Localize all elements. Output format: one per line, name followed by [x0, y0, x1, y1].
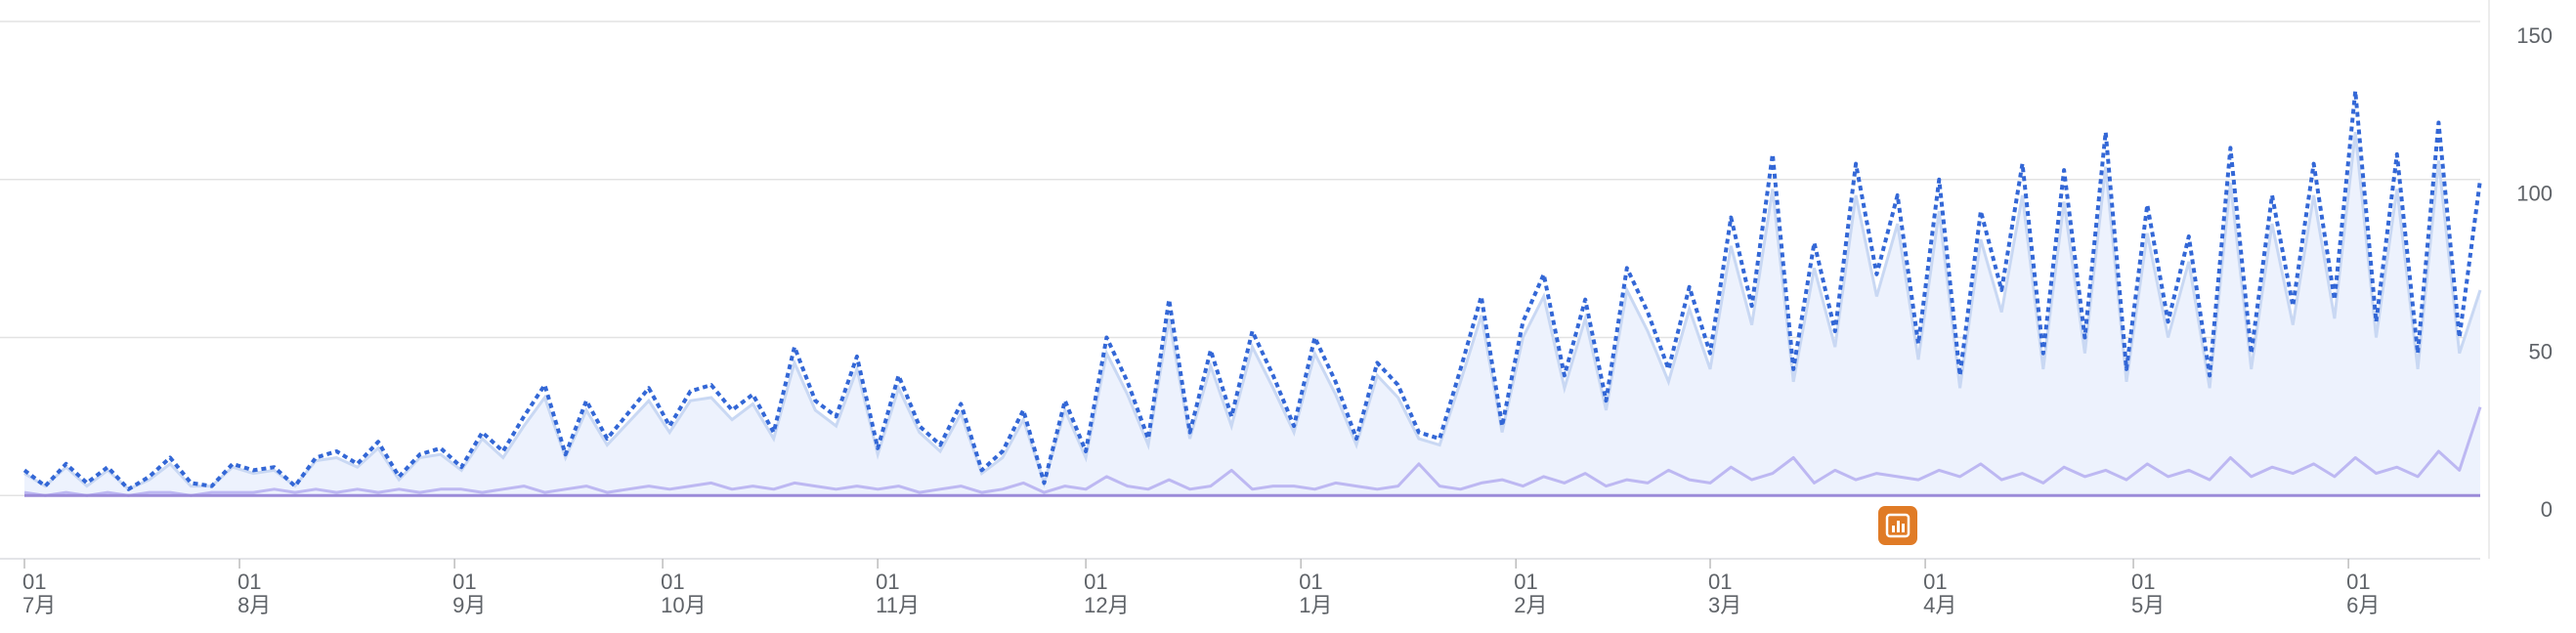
plot: 050100150017月018月019月0110月0111月0112月011月… — [0, 21, 2553, 617]
x-tick-month: 8月 — [237, 593, 271, 617]
x-tick-label: 01 — [452, 570, 476, 594]
annotation-icon[interactable] — [1878, 506, 1917, 545]
x-tick-label: 01 — [876, 570, 899, 594]
annotation-icon-bar — [1897, 521, 1900, 532]
x-tick-label: 01 — [661, 570, 684, 594]
x-tick-label: 01 — [1514, 570, 1537, 594]
x-tick-label: 01 — [2131, 570, 2155, 594]
y-tick-label: 50 — [2529, 339, 2553, 363]
x-tick-month: 9月 — [452, 593, 486, 617]
x-tick-month: 6月 — [2346, 593, 2380, 617]
x-tick-label: 01 — [1923, 570, 1947, 594]
x-tick-label: 01 — [237, 570, 261, 594]
area — [24, 132, 2480, 496]
y-tick-label: 0 — [2541, 497, 2553, 522]
area-line — [23, 132, 2482, 491]
annotation-icon-bar — [1892, 526, 1895, 532]
x-tick-label: 01 — [1084, 570, 1107, 594]
x-tick-month: 2月 — [1514, 593, 1547, 617]
x-tick-label: 01 — [2346, 570, 2370, 594]
y-tick-label: 150 — [2516, 23, 2553, 48]
line — [23, 406, 2482, 497]
x-tick-month: 4月 — [1923, 593, 1956, 617]
x-tick-month: 5月 — [2131, 593, 2165, 617]
x-tick-month: 10月 — [661, 593, 706, 617]
x-tick-month: 7月 — [22, 593, 56, 617]
annotation-icon-frame — [1885, 513, 1911, 538]
annotation-icon-bar — [1902, 524, 1905, 532]
x-tick-label: 01 — [1708, 570, 1732, 594]
x-tick-month: 3月 — [1708, 593, 1741, 617]
x-tick-label: 01 — [1299, 570, 1322, 594]
x-tick-label: 01 — [22, 570, 46, 594]
x-tick-month: 1月 — [1299, 593, 1332, 617]
line — [22, 89, 2482, 491]
y-tick-label: 100 — [2516, 182, 2553, 206]
x-tick-month: 11月 — [876, 593, 920, 617]
x-tick-month: 12月 — [1084, 593, 1129, 617]
